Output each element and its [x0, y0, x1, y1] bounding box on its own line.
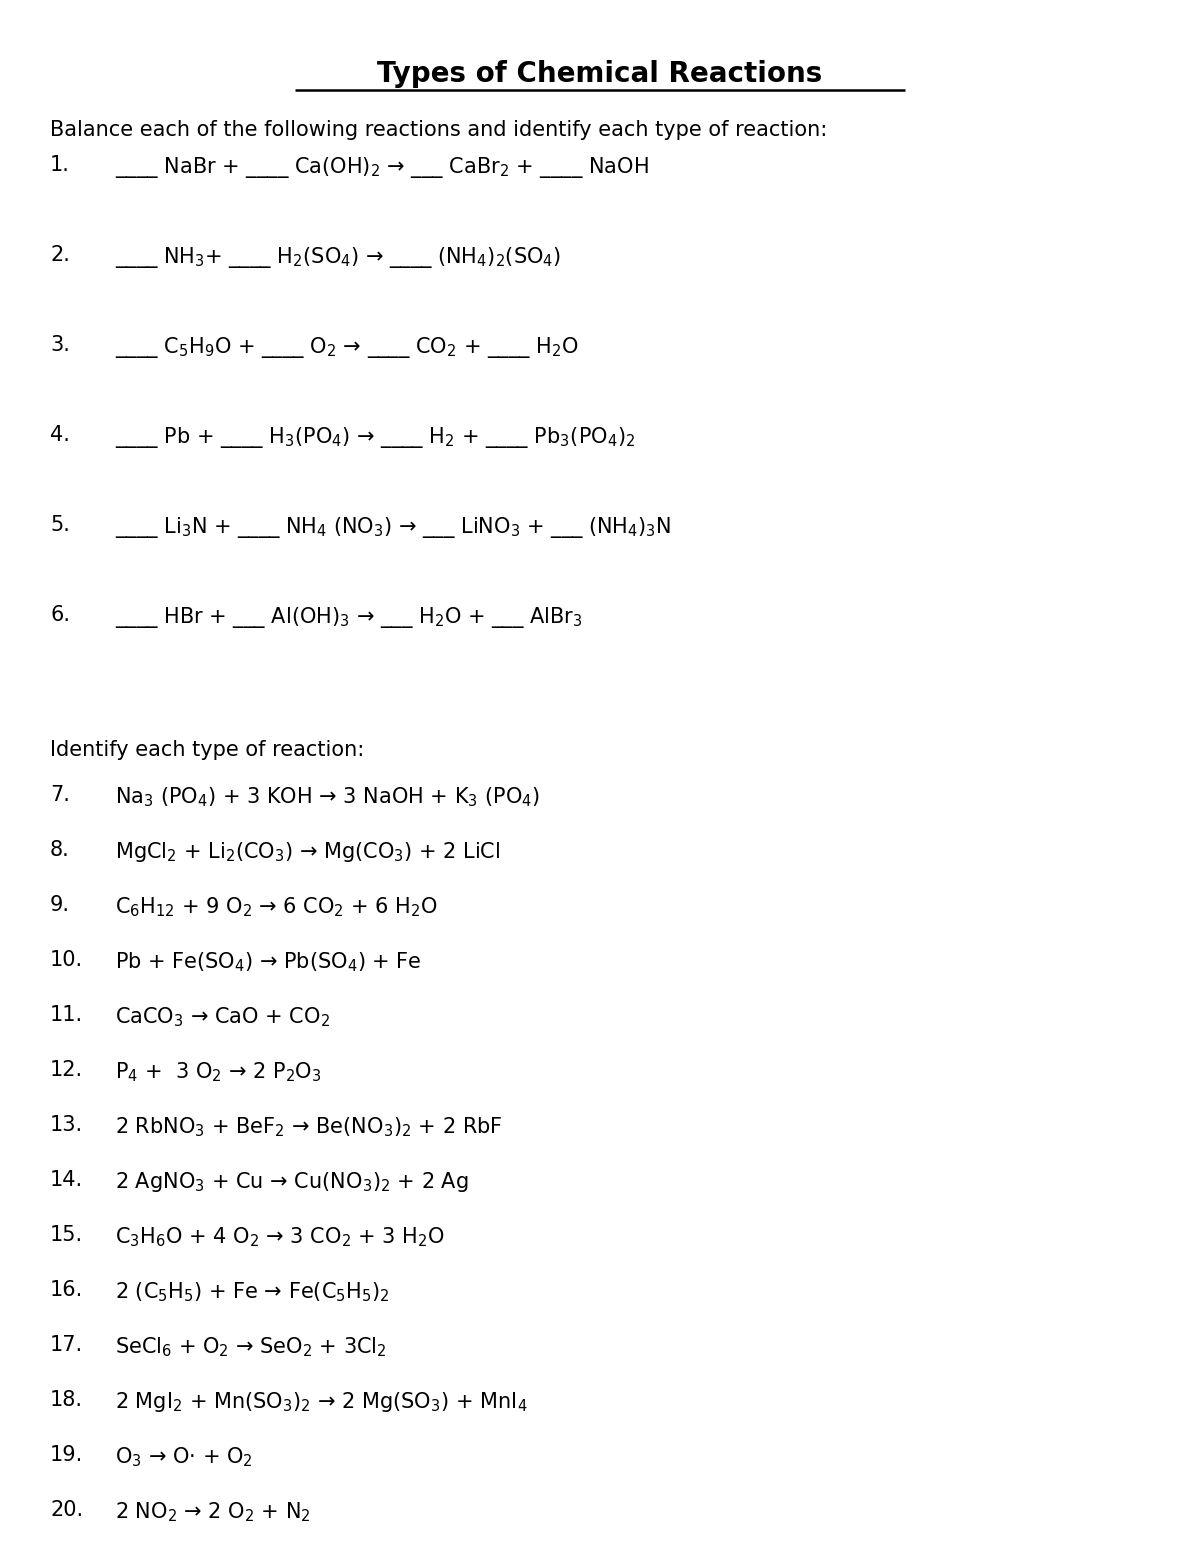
Text: O$_3$ → O· + O$_2$: O$_3$ → O· + O$_2$: [115, 1444, 253, 1469]
Text: ____ Pb + ____ H$_3$(PO$_4$) → ____ H$_2$ + ____ Pb$_3$(PO$_4$)$_2$: ____ Pb + ____ H$_3$(PO$_4$) → ____ H$_2…: [115, 426, 635, 450]
Text: MgCl$_2$ + Li$_2$(CO$_3$) → Mg(CO$_3$) + 2 LiCl: MgCl$_2$ + Li$_2$(CO$_3$) → Mg(CO$_3$) +…: [115, 840, 500, 863]
Text: 3.: 3.: [50, 335, 70, 356]
Text: 2 (C$_5$H$_5$) + Fe → Fe(C$_5$H$_5$)$_2$: 2 (C$_5$H$_5$) + Fe → Fe(C$_5$H$_5$)$_2$: [115, 1280, 390, 1303]
Text: 2 RbNO$_3$ + BeF$_2$ → Be(NO$_3$)$_2$ + 2 RbF: 2 RbNO$_3$ + BeF$_2$ → Be(NO$_3$)$_2$ + …: [115, 1115, 503, 1138]
Text: 2 NO$_2$ → 2 O$_2$ + N$_2$: 2 NO$_2$ → 2 O$_2$ + N$_2$: [115, 1500, 311, 1523]
Text: 11.: 11.: [50, 1005, 83, 1025]
Text: 5.: 5.: [50, 516, 70, 534]
Text: P$_4$ +  3 O$_2$ → 2 P$_2$O$_3$: P$_4$ + 3 O$_2$ → 2 P$_2$O$_3$: [115, 1061, 322, 1084]
Text: ____ C$_5$H$_9$O + ____ O$_2$ → ____ CO$_2$ + ____ H$_2$O: ____ C$_5$H$_9$O + ____ O$_2$ → ____ CO$…: [115, 335, 578, 360]
Text: 17.: 17.: [50, 1336, 83, 1356]
Text: C$_3$H$_6$O + 4 O$_2$ → 3 CO$_2$ + 3 H$_2$O: C$_3$H$_6$O + 4 O$_2$ → 3 CO$_2$ + 3 H$_…: [115, 1225, 445, 1249]
Text: 4.: 4.: [50, 426, 70, 446]
Text: ____ HBr + ___ Al(OH)$_3$ → ___ H$_2$O + ___ AlBr$_3$: ____ HBr + ___ Al(OH)$_3$ → ___ H$_2$O +…: [115, 606, 582, 631]
Text: 10.: 10.: [50, 950, 83, 971]
Text: ____ NaBr + ____ Ca(OH)$_2$ → ___ CaBr$_2$ + ____ NaOH: ____ NaBr + ____ Ca(OH)$_2$ → ___ CaBr$_…: [115, 155, 649, 180]
Text: 12.: 12.: [50, 1061, 83, 1079]
Text: Identify each type of reaction:: Identify each type of reaction:: [50, 739, 365, 759]
Text: 8.: 8.: [50, 840, 70, 860]
Text: Na$_3$ (PO$_4$) + 3 KOH → 3 NaOH + K$_3$ (PO$_4$): Na$_3$ (PO$_4$) + 3 KOH → 3 NaOH + K$_3$…: [115, 784, 540, 809]
Text: CaCO$_3$ → CaO + CO$_2$: CaCO$_3$ → CaO + CO$_2$: [115, 1005, 330, 1028]
Text: SeCl$_6$ + O$_2$ → SeO$_2$ + 3Cl$_2$: SeCl$_6$ + O$_2$ → SeO$_2$ + 3Cl$_2$: [115, 1336, 386, 1359]
Text: 13.: 13.: [50, 1115, 83, 1135]
Text: 2 AgNO$_3$ + Cu → Cu(NO$_3$)$_2$ + 2 Ag: 2 AgNO$_3$ + Cu → Cu(NO$_3$)$_2$ + 2 Ag: [115, 1169, 469, 1194]
Text: 18.: 18.: [50, 1390, 83, 1410]
Text: Types of Chemical Reactions: Types of Chemical Reactions: [377, 61, 823, 89]
Text: 9.: 9.: [50, 895, 70, 915]
Text: ____ Li$_3$N + ____ NH$_4$ (NO$_3$) → ___ LiNO$_3$ + ___ (NH$_4$)$_3$N: ____ Li$_3$N + ____ NH$_4$ (NO$_3$) → __…: [115, 516, 671, 540]
Text: 7.: 7.: [50, 784, 70, 804]
Text: 19.: 19.: [50, 1444, 83, 1464]
Text: 15.: 15.: [50, 1225, 83, 1246]
Text: ____ NH$_3$+ ____ H$_2$(SO$_4$) → ____ (NH$_4$)$_2$(SO$_4$): ____ NH$_3$+ ____ H$_2$(SO$_4$) → ____ (…: [115, 245, 562, 270]
Text: 6.: 6.: [50, 606, 70, 624]
Text: 20.: 20.: [50, 1500, 83, 1520]
Text: 14.: 14.: [50, 1169, 83, 1190]
Text: C$_6$H$_{12}$ + 9 O$_2$ → 6 CO$_2$ + 6 H$_2$O: C$_6$H$_{12}$ + 9 O$_2$ → 6 CO$_2$ + 6 H…: [115, 895, 438, 919]
Text: Balance each of the following reactions and identify each type of reaction:: Balance each of the following reactions …: [50, 120, 827, 140]
Text: 16.: 16.: [50, 1280, 83, 1300]
Text: Pb + Fe(SO$_4$) → Pb(SO$_4$) + Fe: Pb + Fe(SO$_4$) → Pb(SO$_4$) + Fe: [115, 950, 421, 974]
Text: 1.: 1.: [50, 155, 70, 175]
Text: 2 MgI$_2$ + Mn(SO$_3$)$_2$ → 2 Mg(SO$_3$) + MnI$_4$: 2 MgI$_2$ + Mn(SO$_3$)$_2$ → 2 Mg(SO$_3$…: [115, 1390, 528, 1413]
Text: 2.: 2.: [50, 245, 70, 266]
